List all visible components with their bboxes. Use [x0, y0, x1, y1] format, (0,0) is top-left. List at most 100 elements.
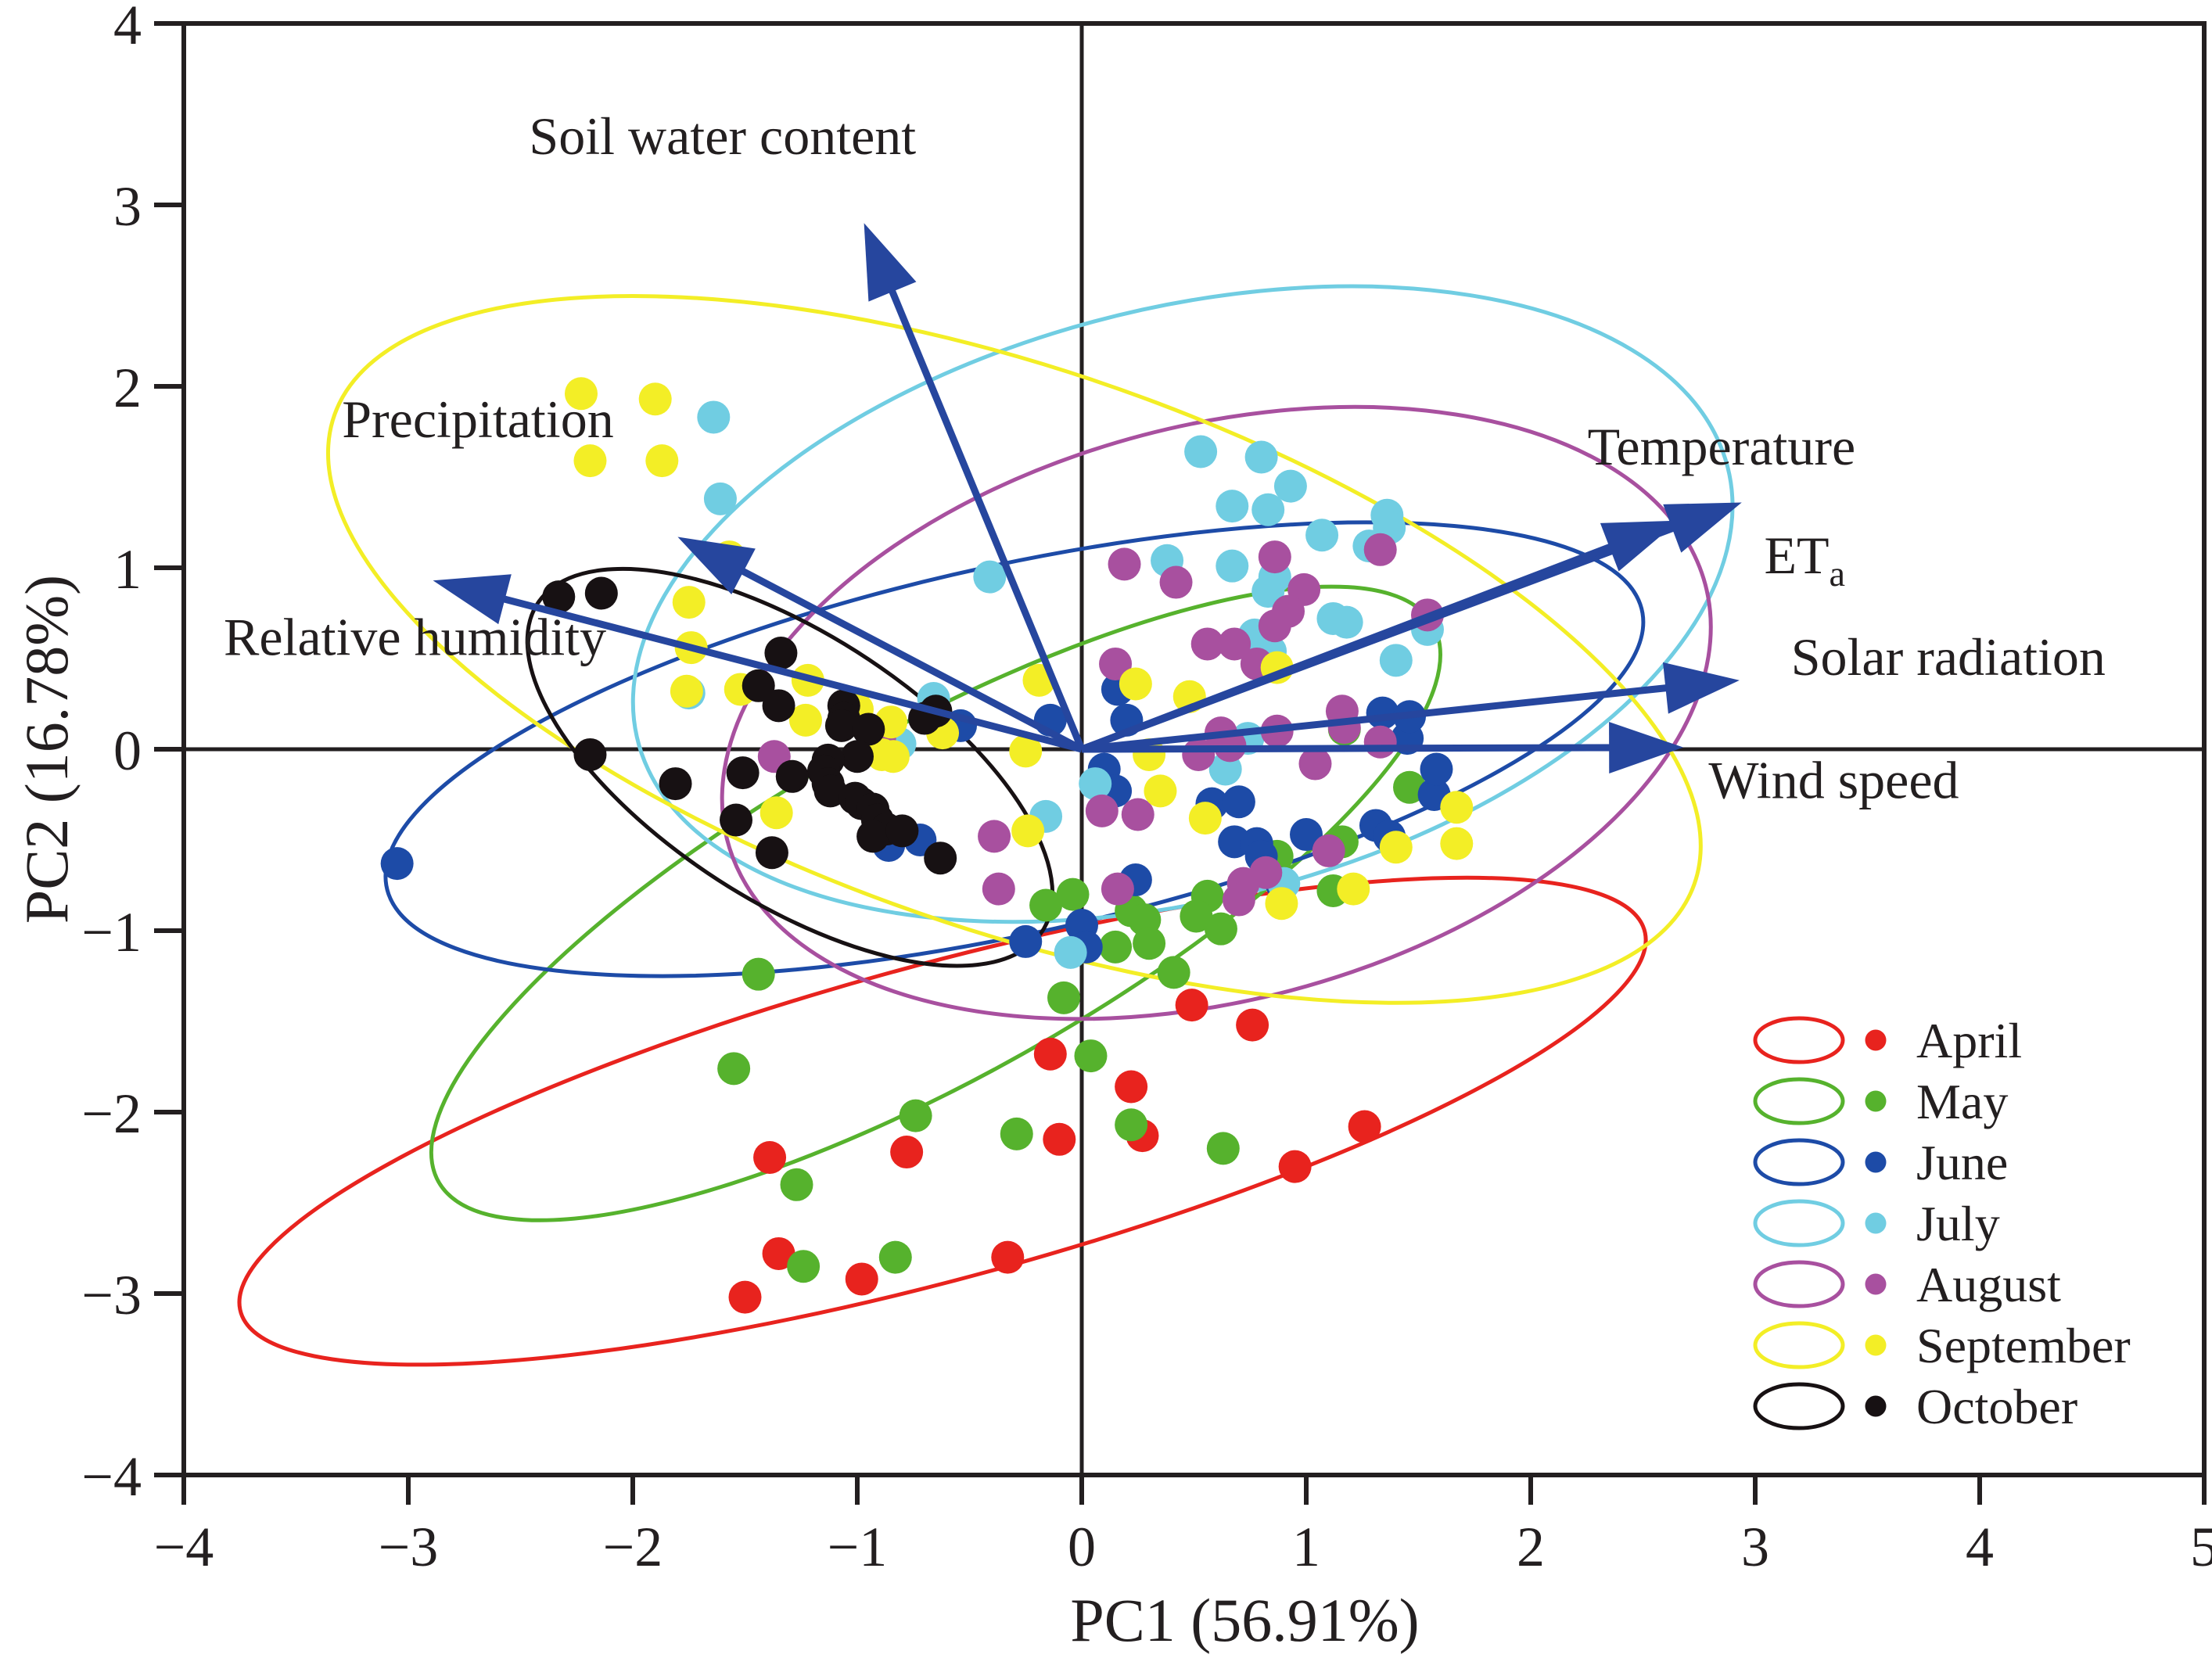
data-point-august [982, 872, 1015, 906]
data-point-september [645, 444, 679, 478]
data-point-october [755, 836, 788, 870]
data-point-october [824, 709, 858, 742]
data-point-september [1119, 667, 1152, 701]
y-tick-label: −2 [81, 1082, 142, 1145]
data-point-september [759, 796, 793, 830]
data-point-july [1216, 490, 1249, 523]
data-point-july [1379, 644, 1413, 677]
data-point-september [1144, 774, 1177, 808]
points-april [728, 989, 1381, 1314]
data-point-april [728, 1280, 762, 1314]
x-tick-label: 3 [1741, 1516, 1769, 1578]
x-tick-label: −2 [603, 1516, 663, 1578]
data-point-october [584, 576, 618, 610]
data-point-july [1273, 469, 1307, 503]
data-point-may [787, 1250, 821, 1283]
data-point-june [1222, 785, 1255, 819]
arrow-head-icon [677, 537, 756, 594]
data-point-october [659, 767, 692, 801]
data-point-may [1133, 927, 1166, 960]
data-point-april [762, 1236, 795, 1270]
legend-ellipse-icon [1753, 1260, 1845, 1308]
y-tick-label: −1 [81, 901, 142, 964]
data-point-may [1393, 770, 1427, 804]
legend-label: July [1916, 1196, 2000, 1251]
legend: April May June July August September October [1753, 1013, 2131, 1434]
data-point-august [1312, 834, 1345, 867]
confidence-ellipse-july [519, 167, 1846, 1041]
data-point-may [1029, 888, 1063, 922]
arrow-shaft [472, 587, 1083, 753]
data-point-august [1363, 725, 1397, 759]
x-axis-title: PC1 (56.91%) [1070, 1586, 1419, 1654]
points-october [542, 576, 957, 875]
loading-label-relative-humidity: Relative humidity [224, 607, 606, 666]
loading-label-temperature: Temperature [1588, 417, 1856, 476]
data-point-august [1085, 794, 1119, 827]
data-point-may [899, 1099, 932, 1132]
data-point-september [788, 703, 822, 737]
data-point-august [1218, 627, 1251, 661]
y-tick-label: 3 [113, 175, 142, 238]
data-point-july [697, 400, 731, 434]
data-point-april [890, 1136, 924, 1169]
data-point-june [1009, 924, 1043, 958]
x-tick-label: 4 [1966, 1516, 1994, 1578]
loading-arrow-soil-water-content: Soil water content [529, 106, 1086, 751]
data-point-august [1159, 565, 1193, 599]
data-point-april [1348, 1110, 1381, 1143]
data-point-may [1074, 1039, 1108, 1073]
data-point-may [1157, 956, 1190, 989]
data-point-july [1305, 519, 1339, 552]
data-point-april [991, 1240, 1025, 1274]
data-point-october [856, 820, 890, 853]
arrow-head-icon [864, 223, 917, 302]
y-tick-label: −3 [81, 1264, 142, 1326]
arrow-shaft [712, 552, 1084, 752]
arrow-head-icon [1600, 520, 1679, 572]
data-point-october [852, 712, 885, 746]
legend-label: April [1916, 1013, 2022, 1068]
data-point-october [924, 842, 957, 875]
data-point-september [1011, 814, 1045, 848]
loading-label-wind-speed: Wind speed [1708, 751, 1959, 810]
y-axis-title: PC2 (16.78%) [13, 575, 81, 924]
loading-label-soil-water-content: Soil water content [529, 106, 916, 166]
arrow-shaft [876, 259, 1086, 751]
data-point-september [1009, 734, 1043, 768]
data-point-october [720, 803, 753, 837]
data-point-september [564, 377, 598, 411]
data-point-september [672, 586, 706, 619]
data-point-april [1278, 1150, 1312, 1183]
loading-arrow-eta: ETa [1080, 520, 1845, 753]
legend-dot-icon [1865, 1334, 1887, 1356]
data-point-october [764, 637, 798, 670]
data-point-may [878, 1240, 912, 1274]
data-point-may [1204, 912, 1237, 946]
legend-label: September [1916, 1318, 2131, 1373]
x-tick-label: 0 [1068, 1516, 1096, 1578]
data-point-july [703, 482, 737, 515]
legend-dot-icon [1865, 1151, 1887, 1173]
legend-row-april: April [1753, 1013, 2022, 1068]
x-tick-label: 5 [2190, 1516, 2212, 1578]
data-point-september [670, 674, 703, 708]
legend-label: May [1916, 1074, 2008, 1129]
data-point-may [742, 957, 775, 991]
data-point-august [1327, 711, 1361, 745]
legend-ellipse-icon [1753, 1138, 1845, 1186]
data-point-july [1079, 767, 1112, 801]
legend-row-june: June [1753, 1135, 2008, 1190]
legend-ellipse-icon [1753, 1016, 1845, 1064]
y-tick-label: 4 [113, 0, 142, 56]
data-point-september [638, 382, 672, 416]
confidence-ellipse-september [201, 149, 1829, 1149]
loading-arrow-precipitation: Precipitation [342, 389, 1084, 752]
data-point-july [1251, 493, 1285, 526]
legend-ellipse-icon [1753, 1382, 1845, 1430]
y-tick-label: 2 [113, 357, 142, 419]
x-tick-label: 2 [1517, 1516, 1545, 1578]
loading-arrow-wind-speed: Wind speed [1081, 721, 1959, 810]
data-point-september [1337, 872, 1370, 906]
